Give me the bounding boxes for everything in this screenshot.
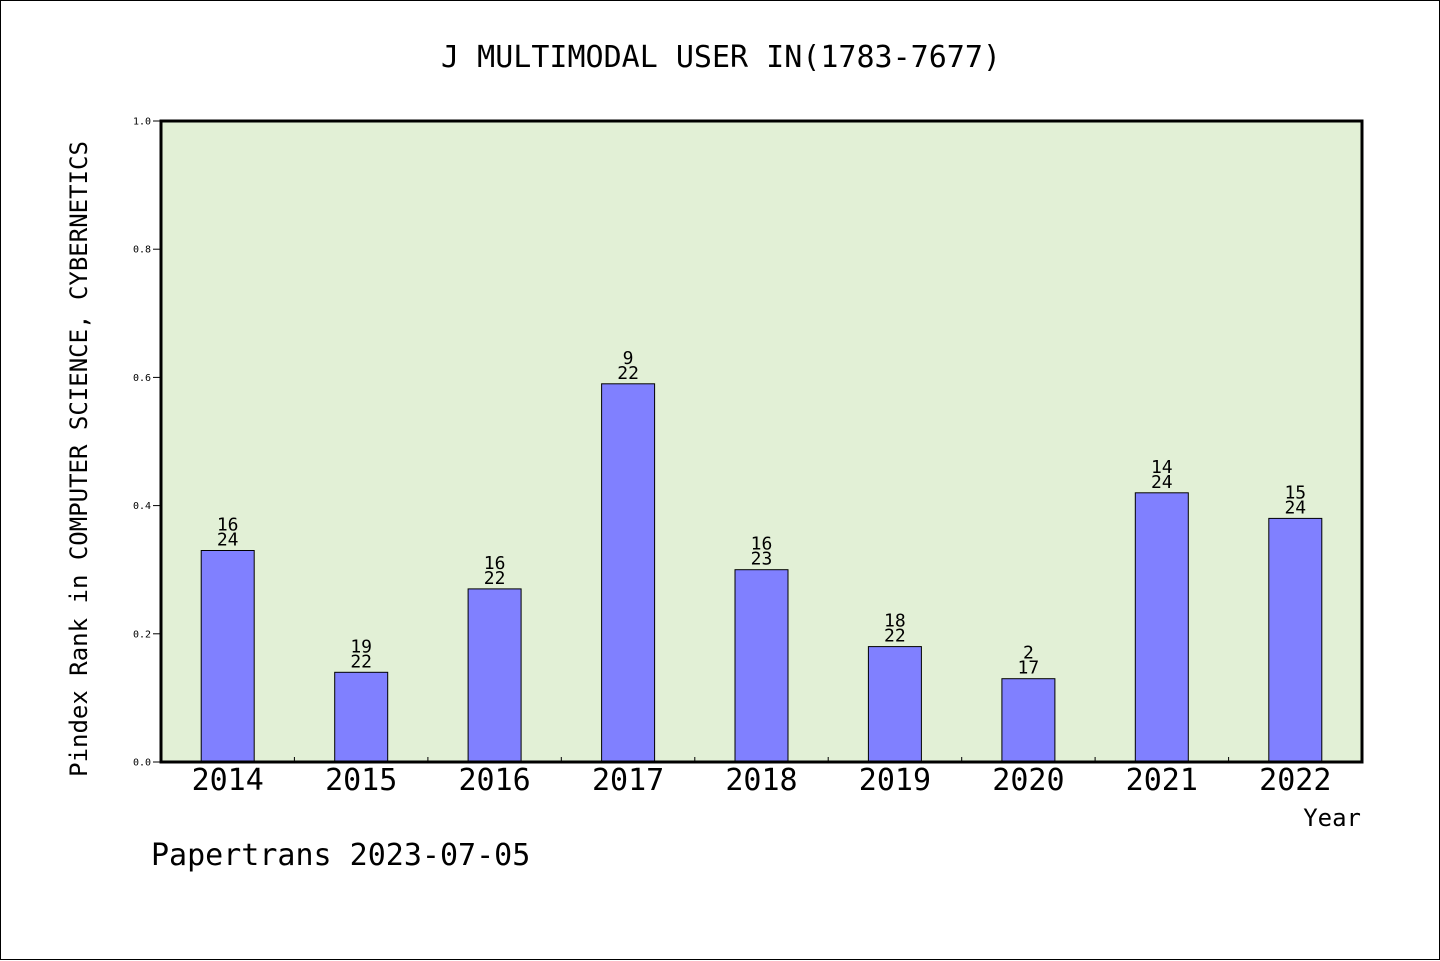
y-tick-label-0.4: 0.4 [133, 501, 151, 512]
bar-2019 [867, 646, 922, 763]
x-tick-label-2014: 2014 [192, 763, 264, 798]
total-label-2019: 22 [884, 626, 906, 647]
bar-2020 [1001, 678, 1056, 763]
rank-label-2021: 14 [1151, 457, 1173, 478]
x-tick-label-2021: 2021 [1126, 763, 1198, 798]
y-tick-label-0.2: 0.2 [133, 629, 151, 640]
rank-label-2018: 16 [751, 534, 773, 555]
rank-label-2017: 9 [623, 348, 634, 369]
bar-2021 [1134, 492, 1189, 763]
y-tick-label-0.6: 0.6 [133, 373, 151, 384]
total-label-2016: 22 [484, 568, 506, 589]
bar-2014 [200, 550, 255, 763]
x-tick-label-2017: 2017 [592, 763, 664, 798]
rank-label-2020: 2 [1023, 643, 1034, 664]
x-tick-label-2018: 2018 [725, 763, 797, 798]
x-tick-label-2020: 2020 [992, 763, 1064, 798]
x-tick-label-2019: 2019 [859, 763, 931, 798]
rank-label-2014: 16 [217, 515, 239, 536]
rank-label-2015: 19 [350, 636, 372, 657]
y-axis-ticks: 0.0 0.2 0.4 0.6 0.8 1.0 [133, 117, 161, 769]
x-tick-label-2022: 2022 [1259, 763, 1331, 798]
x-axis-label: Year [1303, 804, 1361, 832]
total-label-2018: 23 [751, 549, 773, 570]
footer-credit: Papertrans 2023-07-05 [151, 838, 530, 873]
bar-2015 [334, 671, 389, 763]
x-axis-ticks: 2014 2015 2016 2017 2018 2019 2020 2021 2022 [192, 757, 1331, 798]
bar-2016 [467, 588, 522, 763]
x-tick-label-2015: 2015 [325, 763, 397, 798]
total-label-2014: 24 [217, 530, 239, 551]
bars-layer [200, 383, 1323, 763]
bar-2022 [1268, 517, 1323, 763]
total-label-2017: 22 [617, 363, 639, 384]
bar-2018 [734, 569, 789, 763]
plot-border [159, 119, 1364, 764]
bar-2017 [601, 383, 656, 763]
total-label-2020: 17 [1018, 658, 1040, 679]
rank-label-2016: 16 [484, 553, 506, 574]
chart-title: J MULTIMODAL USER IN(1783-7677) [441, 40, 1001, 75]
x-tick-label-2016: 2016 [458, 763, 530, 798]
y-tick-label-1.0: 1.0 [133, 117, 151, 128]
total-label-2021: 24 [1151, 472, 1173, 493]
rank-label-2022: 15 [1284, 482, 1306, 503]
y-axis-label: Pindex Rank in COMPUTER SCIENCE, CYBERNE… [65, 141, 93, 777]
y-tick-label-0.0: 0.0 [133, 758, 151, 769]
total-label-2022: 24 [1284, 497, 1306, 518]
rank-label-2019: 18 [884, 611, 906, 632]
total-label-2015: 22 [350, 651, 372, 672]
y-tick-label-0.8: 0.8 [133, 245, 151, 256]
